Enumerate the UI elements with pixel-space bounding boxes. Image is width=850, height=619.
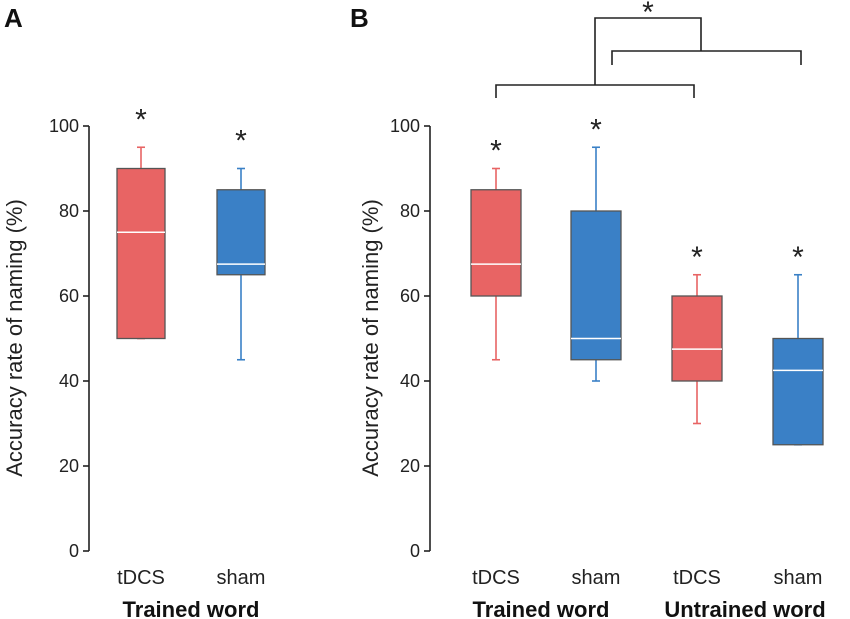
y-tick-label: 60 <box>400 286 420 306</box>
box-iqr <box>216 189 266 276</box>
panel-letter: A <box>4 3 23 33</box>
significance-star: * <box>691 241 703 274</box>
panel-a: A 0 20 40 60 80 100 Accuracy rate of naming (%)… <box>2 3 266 619</box>
y-tick-label: 20 <box>59 456 79 476</box>
y-axis-title: Accuracy rate of naming (%) <box>358 199 383 477</box>
x-category-label: sham <box>774 567 823 589</box>
significance-bracket: * <box>495 0 802 98</box>
panel-b: B 0 20 40 60 80 100 Accuracy rate of naming (%)… <box>350 0 826 619</box>
box-tdcs-2: * <box>671 241 723 425</box>
y-tick-label: 80 <box>400 201 420 221</box>
x-category-label: tDCS <box>472 567 520 589</box>
box-sham-1: * <box>216 125 266 361</box>
x-group-label: Trained word <box>123 597 260 619</box>
y-tick-label: 100 <box>390 116 420 136</box>
box-iqr <box>570 210 622 361</box>
bracket-left-pair <box>495 84 695 98</box>
box-iqr <box>671 295 723 382</box>
x-category-label: sham <box>572 567 621 589</box>
box-sham-3: * <box>772 241 824 446</box>
y-tick-label: 40 <box>400 371 420 391</box>
significance-star: * <box>590 113 602 146</box>
y-tick-label: 20 <box>400 456 420 476</box>
box-tdcs-0: * <box>470 135 522 361</box>
significance-star: * <box>792 241 804 274</box>
y-tick-label: 100 <box>49 116 79 136</box>
bracket-right-pair <box>611 50 802 65</box>
y-tick-label: 0 <box>69 541 79 561</box>
box-tdcs-0: * <box>116 103 166 340</box>
y-tick-label: 60 <box>59 286 79 306</box>
significance-star: * <box>135 103 147 136</box>
box-iqr <box>772 337 824 446</box>
x-category-label: tDCS <box>117 567 165 589</box>
x-group-label: Trained word <box>473 597 610 619</box>
x-group-label: Untrained word <box>664 597 825 619</box>
x-category-label: sham <box>217 567 266 589</box>
bracket-top <box>594 17 702 85</box>
significance-star: * <box>235 125 247 158</box>
box-iqr <box>116 167 166 340</box>
box-iqr <box>470 189 522 297</box>
box-sham-1: * <box>570 113 622 382</box>
bracket-star: * <box>642 0 654 29</box>
y-tick-label: 0 <box>410 541 420 561</box>
y-axis-title: Accuracy rate of naming (%) <box>2 199 27 477</box>
panel-letter: B <box>350 3 369 33</box>
y-tick-label: 80 <box>59 201 79 221</box>
y-tick-label: 40 <box>59 371 79 391</box>
significance-star: * <box>490 135 502 168</box>
x-category-label: tDCS <box>673 567 721 589</box>
